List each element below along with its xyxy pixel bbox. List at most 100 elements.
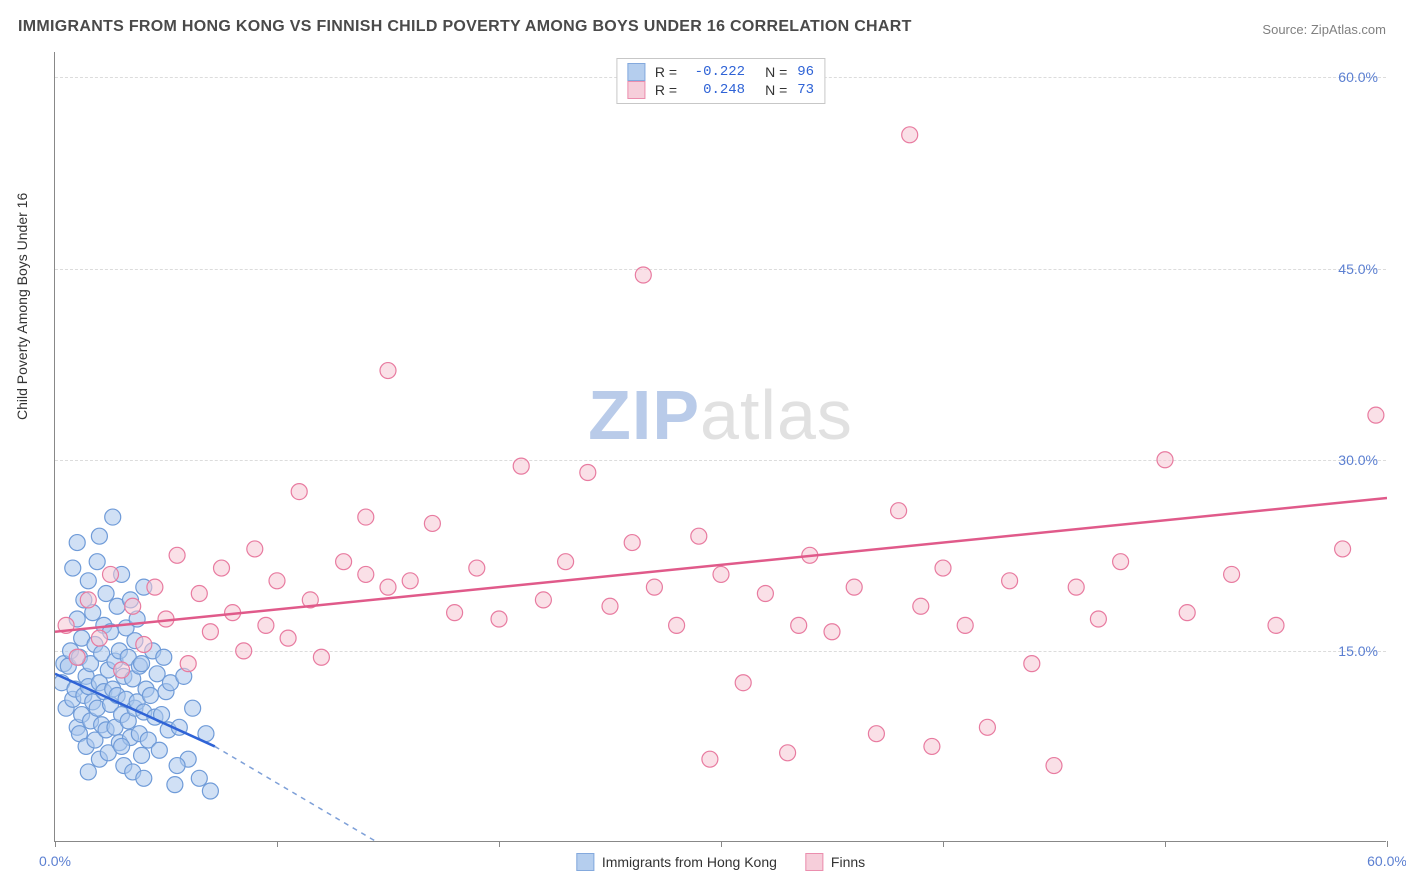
data-point-finns bbox=[635, 267, 651, 283]
data-point-finns bbox=[1368, 407, 1384, 423]
data-point-finns bbox=[669, 617, 685, 633]
data-point-finns bbox=[1157, 452, 1173, 468]
data-point-finns bbox=[757, 586, 773, 602]
data-point-finns bbox=[103, 566, 119, 582]
data-point-finns bbox=[868, 726, 884, 742]
y-tick-label: 30.0% bbox=[1338, 452, 1378, 468]
data-point-finns bbox=[824, 624, 840, 640]
data-point-finns bbox=[1068, 579, 1084, 595]
data-point-finns bbox=[602, 598, 618, 614]
data-point-finns bbox=[913, 598, 929, 614]
data-point-finns bbox=[147, 579, 163, 595]
data-point-finns bbox=[380, 579, 396, 595]
data-point-finns bbox=[558, 554, 574, 570]
x-tick-mark bbox=[277, 841, 278, 847]
data-point-finns bbox=[891, 503, 907, 519]
legend-correlation-row-finns: R =0.248N =73 bbox=[627, 81, 814, 99]
data-point-finns bbox=[713, 566, 729, 582]
data-point-finns bbox=[125, 598, 141, 614]
data-point-hk bbox=[136, 770, 152, 786]
trendline-extrapolated-hk bbox=[215, 746, 377, 842]
chart-title: IMMIGRANTS FROM HONG KONG VS FINNISH CHI… bbox=[18, 18, 912, 36]
n-label: N = bbox=[765, 64, 787, 80]
data-point-finns bbox=[1268, 617, 1284, 633]
r-label: R = bbox=[655, 82, 677, 98]
x-tick-label: 0.0% bbox=[39, 853, 71, 869]
data-point-finns bbox=[380, 363, 396, 379]
data-point-finns bbox=[1224, 566, 1240, 582]
data-point-finns bbox=[846, 579, 862, 595]
data-point-finns bbox=[358, 509, 374, 525]
legend-label: Finns bbox=[831, 854, 865, 870]
data-point-finns bbox=[114, 662, 130, 678]
legend-series: Immigrants from Hong Kong Finns bbox=[576, 853, 865, 871]
data-point-hk bbox=[80, 573, 96, 589]
data-point-hk bbox=[156, 649, 172, 665]
data-point-hk bbox=[142, 687, 158, 703]
y-tick-label: 45.0% bbox=[1338, 261, 1378, 277]
n-value: 73 bbox=[797, 82, 814, 98]
data-point-finns bbox=[424, 515, 440, 531]
y-tick-label: 60.0% bbox=[1338, 69, 1378, 85]
data-point-finns bbox=[624, 535, 640, 551]
legend-swatch-icon bbox=[627, 81, 645, 99]
legend-item-hk: Immigrants from Hong Kong bbox=[576, 853, 777, 871]
data-point-finns bbox=[924, 738, 940, 754]
y-axis-label: Child Poverty Among Boys Under 16 bbox=[14, 193, 30, 420]
data-point-finns bbox=[280, 630, 296, 646]
data-point-finns bbox=[247, 541, 263, 557]
data-point-finns bbox=[935, 560, 951, 576]
legend-label: Immigrants from Hong Kong bbox=[602, 854, 777, 870]
data-point-hk bbox=[134, 747, 150, 763]
data-point-finns bbox=[136, 637, 152, 653]
data-point-finns bbox=[80, 592, 96, 608]
data-point-finns bbox=[336, 554, 352, 570]
data-point-finns bbox=[1179, 605, 1195, 621]
n-label: N = bbox=[765, 82, 787, 98]
data-point-finns bbox=[513, 458, 529, 474]
x-tick-mark bbox=[1165, 841, 1166, 847]
data-point-finns bbox=[402, 573, 418, 589]
data-point-finns bbox=[169, 547, 185, 563]
data-point-finns bbox=[791, 617, 807, 633]
x-tick-mark bbox=[943, 841, 944, 847]
scatter-plot-svg bbox=[55, 52, 1387, 842]
data-point-finns bbox=[202, 624, 218, 640]
r-label: R = bbox=[655, 64, 677, 80]
data-point-hk bbox=[167, 777, 183, 793]
data-point-finns bbox=[646, 579, 662, 595]
data-point-hk bbox=[65, 560, 81, 576]
data-point-hk bbox=[134, 656, 150, 672]
data-point-finns bbox=[1002, 573, 1018, 589]
data-point-finns bbox=[291, 484, 307, 500]
legend-correlation-box: R =-0.222N =96R =0.248N =73 bbox=[616, 58, 825, 104]
data-point-finns bbox=[269, 573, 285, 589]
data-point-hk bbox=[191, 770, 207, 786]
data-point-hk bbox=[202, 783, 218, 799]
source-name: ZipAtlas.com bbox=[1311, 22, 1386, 37]
data-point-finns bbox=[447, 605, 463, 621]
data-point-hk bbox=[89, 554, 105, 570]
x-tick-mark bbox=[499, 841, 500, 847]
y-tick-label: 15.0% bbox=[1338, 643, 1378, 659]
data-point-hk bbox=[114, 738, 130, 754]
data-point-finns bbox=[191, 586, 207, 602]
data-point-finns bbox=[180, 656, 196, 672]
data-point-finns bbox=[358, 566, 374, 582]
n-value: 96 bbox=[797, 64, 814, 80]
source-attribution: Source: ZipAtlas.com bbox=[1262, 22, 1386, 37]
legend-correlation-row-hk: R = -0.222 N = 96 bbox=[627, 63, 814, 81]
data-point-finns bbox=[957, 617, 973, 633]
r-value: -0.222 bbox=[687, 64, 745, 80]
data-point-finns bbox=[735, 675, 751, 691]
data-point-finns bbox=[580, 464, 596, 480]
data-point-finns bbox=[1024, 656, 1040, 672]
data-point-finns bbox=[313, 649, 329, 665]
legend-swatch-icon bbox=[627, 63, 645, 81]
data-point-hk bbox=[80, 764, 96, 780]
data-point-finns bbox=[1046, 758, 1062, 774]
plot-area: ZIPatlas R =-0.222N =96R =0.248N =73 Imm… bbox=[54, 52, 1386, 842]
data-point-hk bbox=[169, 758, 185, 774]
legend-swatch-icon bbox=[576, 853, 594, 871]
data-point-hk bbox=[105, 509, 121, 525]
